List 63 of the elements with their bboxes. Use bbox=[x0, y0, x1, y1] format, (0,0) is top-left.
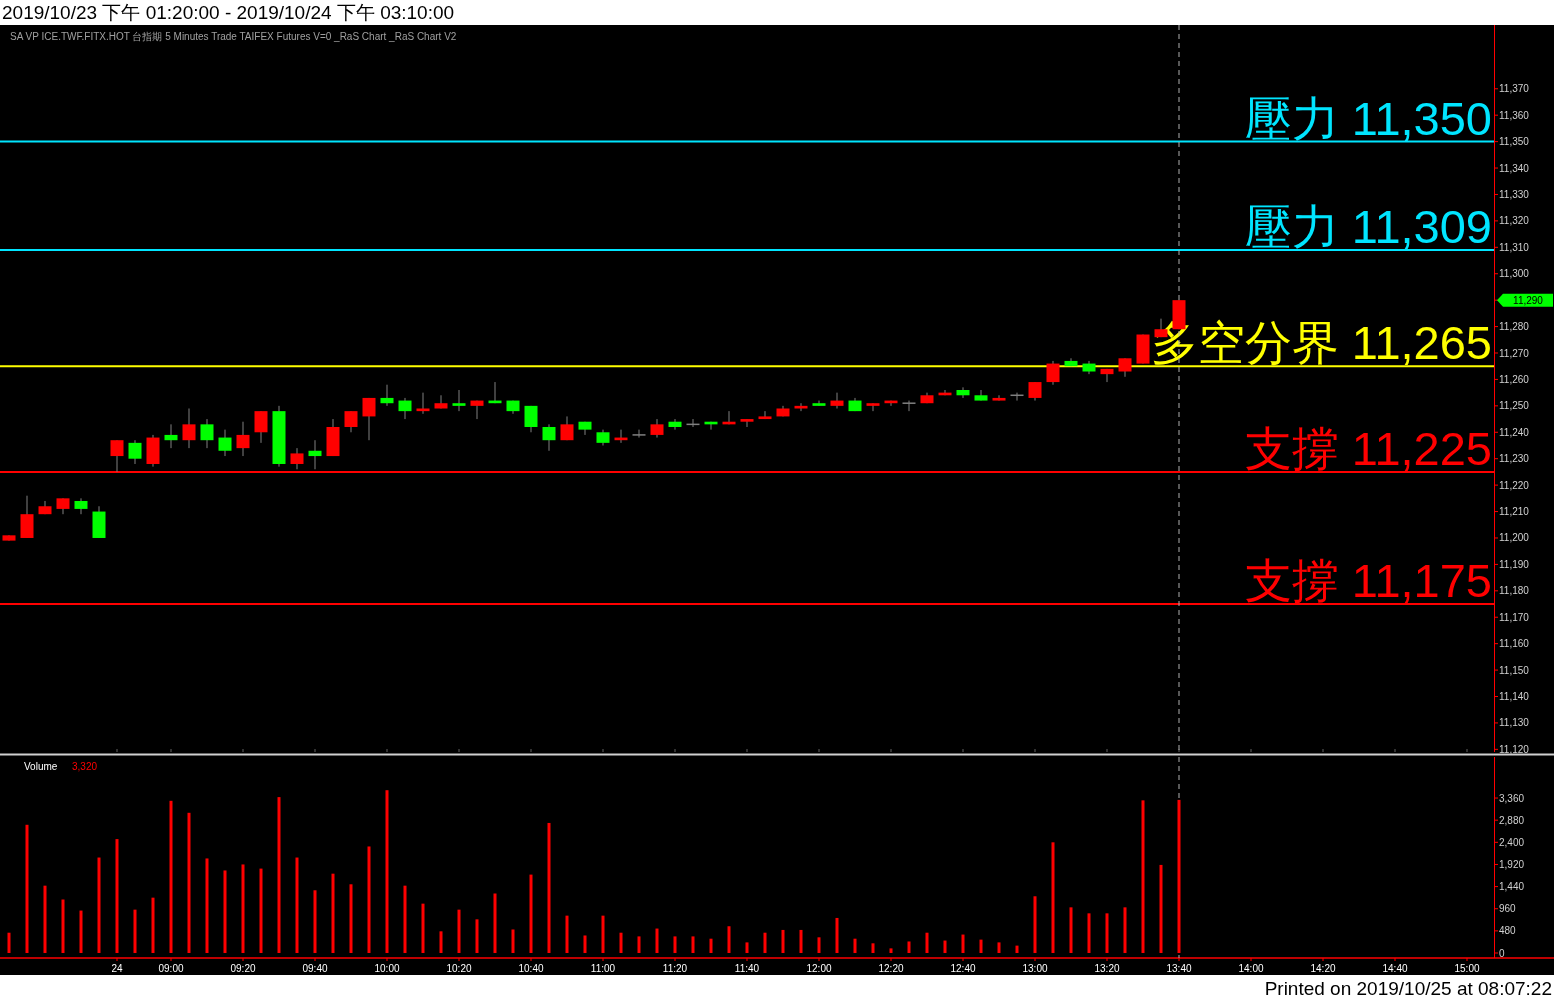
y-tick-label: 11,360 bbox=[1499, 109, 1530, 121]
text: 11,290 bbox=[1513, 294, 1544, 306]
x-tick-label: 11:00 bbox=[590, 963, 616, 974]
x-tick-label: 15:00 bbox=[1454, 963, 1480, 974]
x-tick-label: 13:20 bbox=[1094, 963, 1120, 974]
y-tick-label: 11,240 bbox=[1499, 426, 1530, 438]
annotation: 3,320 bbox=[72, 761, 98, 772]
x-tick-label: 09:00 bbox=[158, 963, 184, 974]
y-tick-label: 2,880 bbox=[1499, 814, 1525, 826]
y-tick-label: 1,920 bbox=[1499, 858, 1525, 870]
y-tick-label: 11,130 bbox=[1499, 717, 1530, 729]
y-tick-label: 11,310 bbox=[1499, 241, 1530, 253]
x-tick-label: 09:40 bbox=[302, 963, 328, 974]
x-tick-label: 12:20 bbox=[878, 963, 904, 974]
x-tick-label: 12:40 bbox=[950, 963, 976, 974]
ref-line-label: 壓力 11,350 bbox=[1244, 91, 1492, 145]
ref-line-label: 支撐 11,175 bbox=[1244, 554, 1492, 608]
x-tick-label: 14:00 bbox=[1238, 963, 1264, 974]
x-tick-label: 11:20 bbox=[662, 963, 688, 974]
y-tick-label: 11,370 bbox=[1499, 83, 1530, 95]
y-tick-label: 11,180 bbox=[1499, 585, 1530, 597]
y-tick-label: 11,330 bbox=[1499, 188, 1530, 200]
y-tick-label: 1,440 bbox=[1499, 881, 1525, 893]
y-tick-label: 480 bbox=[1499, 925, 1517, 937]
text: Printed on 2019/10/25 at 08:07:22 bbox=[1264, 978, 1552, 999]
ref-line-label: 支撐 11,225 bbox=[1244, 421, 1492, 475]
y-tick-label: 11,170 bbox=[1499, 611, 1530, 623]
x-tick-label: 10:40 bbox=[518, 963, 544, 974]
x-tick-label: 12:00 bbox=[806, 963, 832, 974]
y-tick-label: 11,120 bbox=[1499, 743, 1530, 755]
x-tick-label: 14:40 bbox=[1382, 963, 1408, 974]
x-tick-label: 24 bbox=[111, 963, 123, 974]
y-tick-label: 11,320 bbox=[1499, 215, 1530, 227]
y-tick-label: 11,200 bbox=[1499, 532, 1530, 544]
y-tick-label: 960 bbox=[1499, 903, 1517, 915]
y-tick-label: 11,340 bbox=[1499, 162, 1530, 174]
y-tick-label: 11,210 bbox=[1499, 506, 1530, 518]
y-tick-label: 3,360 bbox=[1499, 792, 1525, 804]
y-tick-label: 11,280 bbox=[1499, 321, 1530, 333]
y-tick-label: 11,220 bbox=[1499, 479, 1530, 491]
chart-title: 2019/10/23 下午 01:20:00 - 2019/10/24 下午 03:10:00 bbox=[2, 2, 455, 23]
y-tick-label: 11,230 bbox=[1499, 453, 1530, 465]
x-tick-label: 10:00 bbox=[374, 963, 400, 974]
y-tick-label: 11,270 bbox=[1499, 347, 1530, 359]
x-tick-label: 09:20 bbox=[230, 963, 256, 974]
chart-subtitle: SA VP ICE.TWF.FITX.HOT 台指期 5 Minutes Trade TAIFEX Futures V=0 _RaS Chart _RaS Chart V2 bbox=[10, 31, 457, 42]
y-tick-label: 11,350 bbox=[1499, 136, 1530, 148]
x-tick-label: 11:40 bbox=[734, 963, 760, 974]
x-tick-label: 14:20 bbox=[1310, 963, 1336, 974]
y-tick-label: 2,400 bbox=[1499, 836, 1525, 848]
y-tick-label: 11,260 bbox=[1499, 373, 1530, 385]
y-tick-label: 0 bbox=[1499, 947, 1505, 959]
x-tick-label: 13:40 bbox=[1166, 963, 1192, 974]
y-tick-label: 11,140 bbox=[1499, 691, 1530, 703]
ref-line-label: 壓力 11,309 bbox=[1244, 199, 1492, 253]
y-tick-label: 11,150 bbox=[1499, 664, 1530, 676]
y-tick-label: 11,190 bbox=[1499, 558, 1530, 570]
y-tick-label: 11,300 bbox=[1499, 268, 1530, 280]
y-tick-label: 11,250 bbox=[1499, 400, 1530, 412]
chart-title: Volume bbox=[24, 761, 58, 772]
x-tick-label: 13:00 bbox=[1022, 963, 1048, 974]
y-tick-label: 11,160 bbox=[1499, 638, 1530, 650]
x-tick-label: 10:20 bbox=[446, 963, 472, 974]
